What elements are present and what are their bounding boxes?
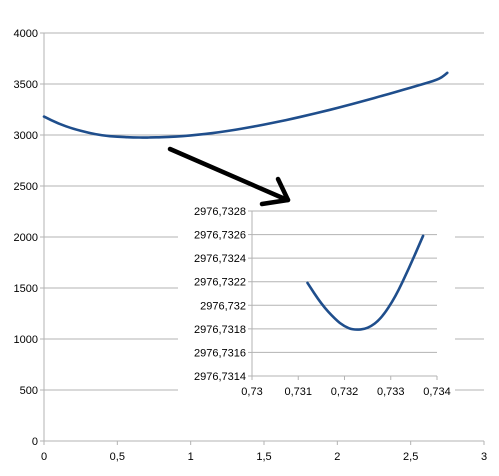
inset-x-tick-label: 0,73: [241, 386, 262, 398]
inset-chart: 2976,7314 2976,7316 2976,7318 2976,732 2976,…: [178, 197, 455, 402]
inset-series-line: [306, 234, 425, 331]
main-y-tick-label: 4000: [14, 28, 38, 40]
main-y-tick-label: 1000: [14, 334, 38, 346]
main-y-tick-label: 1500: [14, 283, 38, 295]
main-series-line: [42, 71, 449, 139]
main-y-tick-label: 2000: [14, 232, 38, 244]
zoom-arrow-head-lower: [259, 197, 291, 207]
inset-y-tick-label: 2976,7326: [194, 230, 246, 242]
main-y-tick-label: 2500: [14, 181, 38, 193]
inset-background: [178, 197, 455, 402]
main-x-tick-label: 2,5: [403, 451, 418, 463]
main-y-tick-label: 3500: [14, 79, 38, 91]
inset-y-tick-label: 2976,732: [200, 300, 246, 312]
inset-y-tick-label: 2976,7324: [194, 253, 246, 265]
zoom-arrow-shaft: [167, 146, 288, 202]
inset-y-tick-label: 2976,7316: [194, 347, 246, 359]
inset-y-tick-label: 2976,7314: [194, 371, 246, 383]
inset-y-tick-label: 2976,7318: [194, 324, 246, 336]
main-chart: 0 500 1000 1500 2000 2500 3000 3500 4000 0 0,5 1 1,5…: [14, 28, 488, 463]
main-y-tick-label: 500: [20, 385, 38, 397]
zoom-arrow: [167, 146, 291, 207]
main-x-tick-label: 0: [41, 451, 47, 463]
inset-y-tick-label: 2976,7328: [194, 206, 246, 218]
inset-x-tick-label: 0,733: [377, 386, 405, 398]
main-x-tick-label: 0,5: [110, 451, 125, 463]
main-y-tick-label: 3000: [14, 130, 38, 142]
main-x-tick-label: 1: [188, 451, 194, 463]
inset-x-tick-label: 0,732: [331, 386, 359, 398]
inset-x-tick-label: 0,734: [423, 386, 451, 398]
main-x-tick-label: 2: [334, 451, 340, 463]
zoom-arrow-head-upper: [275, 176, 291, 203]
main-y-tick-label: 0: [32, 436, 38, 448]
main-x-tick-label: 1,5: [256, 451, 271, 463]
inset-x-tick-label: 0,731: [284, 386, 312, 398]
main-x-tick-label: 3: [481, 451, 487, 463]
inset-y-tick-label: 2976,7322: [194, 277, 246, 289]
